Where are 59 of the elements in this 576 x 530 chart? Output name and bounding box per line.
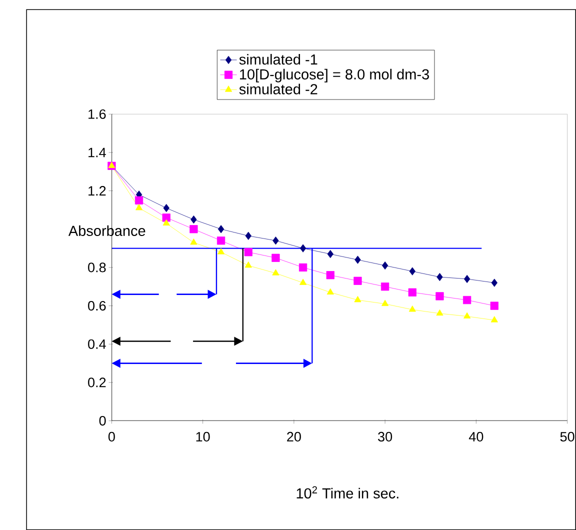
x-tick-label: 30 [378, 432, 392, 442]
point [490, 316, 498, 322]
point [244, 261, 252, 268]
point [299, 278, 307, 285]
y-tick-label: 0.6 [88, 300, 106, 311]
point [216, 236, 226, 245]
point [408, 288, 416, 296]
legend-label: simulated -1 [239, 54, 318, 65]
point [326, 271, 334, 280]
point [272, 236, 279, 245]
legend-label: simulated -2 [239, 84, 318, 94]
y-tick-label: 1.6 [88, 109, 106, 119]
x-tick-label: 20 [287, 432, 301, 442]
point [436, 309, 444, 316]
point [380, 282, 390, 291]
point [245, 232, 252, 240]
x-tick-label: 40 [468, 432, 484, 442]
point [135, 204, 143, 210]
point [217, 248, 225, 254]
y-tick-label: 0.8 [88, 262, 106, 272]
point [326, 288, 334, 294]
point [162, 214, 170, 222]
point [408, 306, 416, 312]
y-tick-label: 0 [99, 416, 106, 426]
point [354, 296, 362, 302]
y-tick-label: 0.2 [88, 378, 106, 388]
point [490, 302, 498, 310]
point [491, 278, 498, 287]
legend-label: 10[D-glucose] = 8.0 mol dm-3 [240, 68, 429, 82]
point [162, 219, 170, 226]
point [190, 225, 198, 234]
point [244, 248, 252, 256]
point [464, 312, 471, 318]
point [163, 204, 170, 212]
point [218, 225, 224, 234]
point [327, 250, 334, 258]
y-tick-label: 0.4 [88, 339, 106, 349]
x-tick-label: 50 [560, 432, 574, 442]
point [382, 300, 389, 306]
point [298, 263, 308, 272]
point [272, 254, 280, 262]
x-axis-title: 10$^{2}$ Time in sec. [296, 486, 398, 498]
point [354, 276, 362, 285]
point [436, 292, 444, 300]
point [464, 274, 470, 283]
point [134, 196, 144, 204]
x-tick-label: 10 [196, 432, 210, 442]
point [462, 296, 472, 304]
point [190, 215, 197, 224]
point [409, 267, 416, 276]
point [436, 272, 443, 282]
y-tick-label: 1.2 [88, 186, 106, 196]
point [300, 244, 306, 252]
point [354, 256, 361, 264]
point [190, 238, 198, 245]
point [382, 261, 388, 270]
y-tick-label: 1.4 [88, 148, 106, 158]
point [272, 269, 280, 276]
x-tick-label: 0 [108, 432, 115, 442]
